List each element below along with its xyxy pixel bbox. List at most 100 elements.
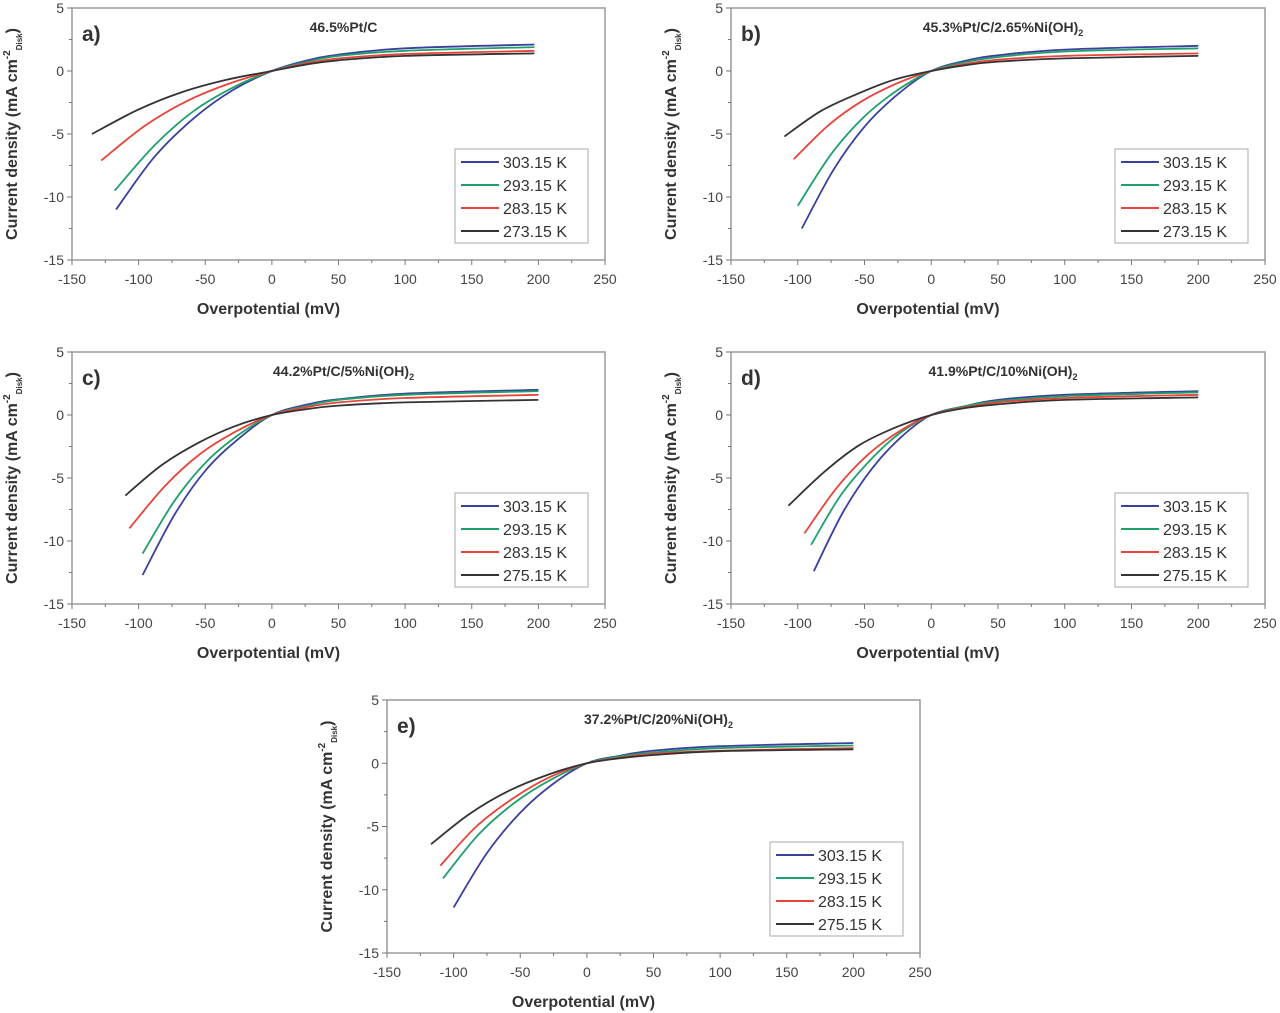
x-tick-label: 150	[460, 615, 484, 631]
legend-label: 283.15 K	[1163, 545, 1227, 562]
y-tick-label: -10	[703, 533, 723, 549]
legend-box	[1114, 148, 1249, 244]
y-tick-label: 0	[56, 407, 64, 423]
panel-label: a)	[82, 23, 101, 46]
x-tick-label: -50	[854, 271, 874, 287]
y-tick-label: -15	[703, 596, 723, 612]
panel-title: 37.2%Pt/C/20%Ni(OH)2	[584, 711, 733, 730]
panel-label: b)	[741, 23, 761, 46]
x-tick-label: -100	[125, 615, 153, 631]
x-tick-label: -50	[510, 964, 530, 980]
chart-panel-a: -150 -100 -50 0 50 100 150 200 250-15-10-505Over…	[2, 0, 617, 318]
x-tick-label: 0	[268, 615, 276, 631]
y-tick-label: 0	[715, 407, 723, 423]
series-line-273-15-K	[91, 52, 535, 135]
panel-title: 45.3%Pt/C/2.65%Ni(OH)2	[923, 19, 1084, 38]
x-tick-label: -100	[440, 964, 468, 980]
x-tick-label: 100	[393, 271, 417, 287]
y-tick-label: -15	[703, 252, 723, 268]
x-axis-label: Overpotential (mV)	[512, 994, 655, 1011]
x-tick-label: 100	[1053, 615, 1077, 631]
x-tick-label: 150	[460, 271, 484, 287]
legend-label: 283.15 K	[818, 894, 882, 911]
x-tick-label: -100	[784, 615, 812, 631]
chart-panel-c: -150 -100 -50 0 50 100 150 200 250-15-10-505Over…	[2, 344, 617, 662]
legend-label: 283.15 K	[503, 201, 567, 218]
legend-label: 303.15 K	[1163, 155, 1227, 172]
y-tick-label: 0	[715, 63, 723, 79]
y-tick-label: -5	[52, 126, 65, 142]
legend-label: 303.15 K	[503, 499, 567, 516]
series-line-283-15-K	[793, 52, 1199, 160]
legend: 303.15 K 293.15 K 283.15 K 275.15 K	[454, 492, 589, 588]
legend-label: 303.15 K	[1163, 499, 1227, 516]
y-tick-label: -5	[52, 470, 65, 486]
x-tick-label: 200	[527, 615, 551, 631]
legend-label: 293.15 K	[1163, 522, 1227, 539]
x-tick-label: 50	[646, 964, 662, 980]
x-tick-label: 200	[1187, 271, 1211, 287]
x-axis-label: Overpotential (mV)	[856, 301, 999, 318]
series-line-275-15-K	[124, 399, 539, 497]
y-tick-label: 0	[371, 755, 379, 771]
legend-label: 293.15 K	[503, 178, 567, 195]
legend: 303.15 K 293.15 K 283.15 K 273.15 K	[1114, 148, 1249, 244]
y-tick-label: 0	[56, 63, 64, 79]
legend-label: 283.15 K	[1163, 201, 1227, 218]
x-tick-label: -50	[195, 615, 215, 631]
x-axis-label: Overpotential (mV)	[856, 645, 999, 662]
x-tick-label: 200	[1187, 615, 1211, 631]
panel-title: 41.9%Pt/C/10%Ni(OH)2	[929, 363, 1078, 382]
y-axis-label: Current density (mA cm-2Disk)	[661, 372, 683, 584]
x-tick-label: 50	[331, 615, 347, 631]
panel-title: 44.2%Pt/C/5%Ni(OH)2	[273, 363, 414, 382]
panel-title: 46.5%Pt/C	[310, 19, 378, 35]
y-tick-label: -5	[711, 470, 724, 486]
y-tick-label: -10	[703, 189, 723, 205]
y-tick-label: -15	[359, 945, 379, 961]
legend-box	[454, 492, 589, 588]
legend-label: 275.15 K	[1163, 568, 1227, 585]
y-tick-label: 5	[56, 344, 64, 360]
x-tick-label: 150	[1120, 615, 1144, 631]
x-tick-label: 150	[1120, 271, 1144, 287]
y-axis-label: Current density (mA cm-2Disk)	[2, 372, 24, 584]
legend: 303.15 K 293.15 K 283.15 K 275.15 K	[769, 841, 904, 937]
x-tick-label: 250	[1253, 615, 1277, 631]
y-tick-label: 5	[371, 692, 379, 708]
series-line-275-15-K	[787, 396, 1199, 507]
legend-label: 283.15 K	[503, 545, 567, 562]
legend-label: 293.15 K	[503, 522, 567, 539]
x-tick-label: -150	[717, 271, 745, 287]
y-tick-label: -15	[44, 596, 64, 612]
y-axis-label: Current density (mA cm-2Disk)	[317, 721, 339, 933]
x-tick-label: -100	[125, 271, 153, 287]
legend: 303.15 K 293.15 K 283.15 K 273.15 K	[454, 148, 589, 244]
chart-panel-e: -150 -100 -50 0 50 100 150 200 250-15-10-505Over…	[317, 692, 932, 1011]
y-tick-label: 5	[56, 0, 64, 16]
x-tick-label: 50	[990, 271, 1006, 287]
x-tick-label: 50	[331, 271, 347, 287]
series-line-275-15-K	[430, 748, 854, 845]
panel-label: d)	[741, 367, 761, 390]
x-tick-label: -100	[784, 271, 812, 287]
x-tick-label: -50	[854, 615, 874, 631]
x-tick-label: 250	[1253, 271, 1277, 287]
x-tick-label: 200	[527, 271, 551, 287]
x-tick-label: -150	[373, 964, 401, 980]
y-tick-label: -10	[359, 882, 379, 898]
x-tick-label: 250	[908, 964, 932, 980]
y-tick-label: -10	[44, 189, 64, 205]
legend-label: 303.15 K	[503, 155, 567, 172]
x-tick-label: 250	[593, 271, 617, 287]
legend-label: 293.15 K	[818, 871, 882, 888]
legend-label: 275.15 K	[503, 568, 567, 585]
y-tick-label: -5	[367, 819, 380, 835]
x-tick-label: 50	[990, 615, 1006, 631]
x-tick-label: 150	[775, 964, 799, 980]
x-tick-label: 100	[1053, 271, 1077, 287]
panel-label: e)	[397, 715, 416, 738]
y-axis-label: Current density (mA cm-2Disk)	[661, 28, 683, 240]
x-tick-label: -150	[58, 271, 86, 287]
